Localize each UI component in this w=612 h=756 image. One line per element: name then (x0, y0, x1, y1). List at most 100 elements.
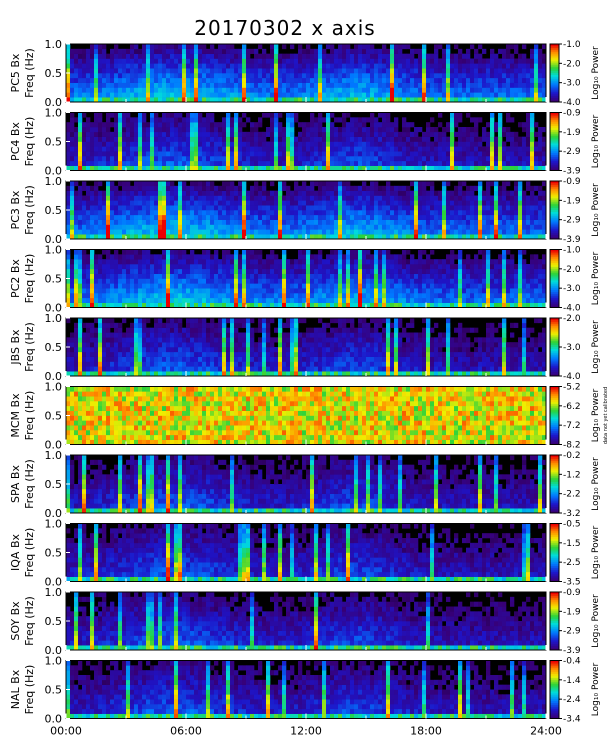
spectrogram-cell (498, 234, 503, 240)
spectrogram-cell (514, 48, 519, 54)
spectrogram-cell (358, 141, 363, 147)
spectrogram-cell (218, 297, 223, 303)
spectrogram-cell (226, 195, 231, 201)
spectrogram-cell (410, 195, 415, 201)
spectrogram-cell (94, 160, 99, 166)
spectrogram-cell (330, 151, 335, 157)
spectrogram-cell (134, 264, 139, 270)
spectrogram-cell (470, 160, 475, 166)
spectrogram-cell (302, 278, 307, 284)
spectrogram-cell (462, 97, 467, 103)
spectrogram-cell (410, 146, 415, 152)
spectrogram-cell (434, 131, 439, 137)
spectrogram-cell (94, 254, 99, 260)
spectrogram-cell (134, 229, 139, 235)
spectrogram-cell (382, 48, 387, 54)
colorbar-segment (550, 118, 559, 121)
spectrogram-cell (178, 68, 183, 74)
spectrogram-cell (66, 127, 71, 133)
spectrogram-cell (378, 92, 383, 98)
spectrogram-cell (390, 92, 395, 98)
spectrogram-cell (430, 73, 435, 79)
spectrogram-cell (134, 297, 139, 303)
spectrogram-cell (274, 288, 279, 294)
spectrogram-cell (414, 82, 419, 88)
spectrogram-cell (198, 234, 203, 240)
spectrogram-cell (370, 77, 375, 83)
spectrogram-cell (110, 48, 115, 54)
spectrogram-cell (94, 293, 99, 299)
spectrogram-cell (494, 58, 499, 64)
spectrogram-cell (170, 156, 175, 162)
spectrogram-cell (98, 58, 103, 64)
spectrogram-cell (426, 224, 431, 230)
spectrogram-cell (530, 195, 535, 201)
spectrogram-cell (458, 205, 463, 211)
spectrogram-cell (398, 82, 403, 88)
spectrogram-cell (454, 97, 459, 103)
spectrogram-cell (82, 259, 87, 265)
spectrogram-cell (306, 273, 311, 279)
spectrogram-cell (282, 87, 287, 93)
spectrogram-cell (382, 146, 387, 152)
spectrogram-cell (246, 302, 251, 308)
spectrogram-cell (322, 195, 327, 201)
spectrogram-cell (538, 48, 543, 54)
colorbar-segment (550, 184, 559, 188)
spectrogram-cell (174, 63, 179, 69)
spectrogram-cell (130, 87, 135, 93)
spectrogram-cell (482, 224, 487, 230)
spectrogram-cell (386, 190, 391, 196)
colorbar-segment (550, 206, 559, 209)
spectrogram-cell (158, 288, 163, 294)
spectrogram-cell (522, 210, 527, 216)
spectrogram-cell (294, 141, 299, 147)
spectrogram-cell (122, 92, 127, 98)
spectrogram-cell (222, 264, 227, 270)
spectrogram-cell (210, 190, 215, 196)
spectrogram-cell (338, 219, 343, 225)
spectrogram-cell (346, 234, 351, 240)
spectrogram-cell (150, 146, 155, 152)
spectrogram-cell (278, 214, 283, 220)
spectrogram-cell (78, 273, 83, 279)
spectrogram-cell (322, 229, 327, 235)
spectrogram-cell (150, 302, 155, 308)
spectrogram-cell (194, 165, 199, 171)
spectrogram-cell (494, 87, 499, 93)
spectrogram-cell (306, 229, 311, 235)
spectrogram-cell (510, 77, 515, 83)
spectrogram-cell (118, 190, 123, 196)
spectrogram-cell (222, 283, 227, 289)
spectrogram-cell (166, 249, 171, 255)
spectrogram-cell (182, 297, 187, 303)
spectrogram-cell (150, 58, 155, 64)
spectrogram-cell (342, 229, 347, 235)
spectrogram-cell (298, 234, 303, 240)
spectrogram-cell (258, 210, 263, 216)
spectrogram-cell (106, 141, 111, 147)
spectrogram-cell (458, 234, 463, 240)
spectrogram-cell (298, 136, 303, 142)
spectrogram-cell (278, 278, 283, 284)
spectrogram-cell (86, 259, 91, 265)
spectrogram-cell (198, 112, 203, 118)
spectrogram-cell (126, 185, 131, 191)
spectrogram-cell (374, 205, 379, 211)
spectrogram-cell (274, 156, 279, 162)
spectrogram-cell (74, 200, 79, 206)
spectrogram-cell (386, 156, 391, 162)
spectrogram-cell (458, 77, 463, 83)
spectrogram-cell (442, 58, 447, 64)
spectrogram-cell (270, 234, 275, 240)
spectrogram-cell (534, 219, 539, 225)
spectrogram-cell (194, 278, 199, 284)
spectrogram-cell (462, 146, 467, 152)
spectrogram-cell (102, 273, 107, 279)
spectrogram-cell (422, 63, 427, 69)
spectrogram-cell (150, 190, 155, 196)
spectrogram-cell (190, 82, 195, 88)
colorbar-segment (550, 45, 559, 49)
spectrogram-cell (506, 200, 511, 206)
spectrogram-cell (246, 205, 251, 211)
